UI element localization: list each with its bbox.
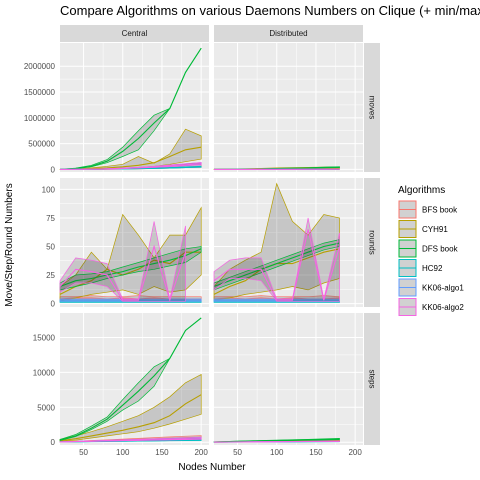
legend-item-kk06-algo2: KK06-algo2 — [398, 298, 464, 316]
legend-label-hc92: HC92 — [422, 264, 443, 273]
y-tick-label-steps: 15000 — [33, 333, 56, 342]
panel-distributed-rounds — [213, 178, 363, 307]
row-strip-label-steps: steps — [368, 369, 377, 388]
x-tick-label: 50 — [233, 448, 242, 457]
panel-background — [214, 43, 363, 172]
chart-panels: moves0500000100000015000002000000Central… — [24, 25, 380, 457]
panel-central-steps — [59, 313, 209, 445]
panel-central-rounds — [59, 178, 209, 307]
x-axis-title: Nodes Number — [178, 462, 246, 473]
legend-title: Algorithms — [398, 185, 445, 196]
series-line-kk06-algo2 — [213, 229, 341, 301]
panel-distributed-steps — [213, 313, 363, 445]
y-tick-label-moves: 0 — [51, 165, 56, 174]
legend-item-hc92: HC92 — [398, 259, 443, 277]
y-axis-title: Move/Step/Round Numbers — [4, 183, 15, 306]
y-tick-label-steps: 0 — [51, 438, 56, 447]
series-line-dfs-book — [59, 317, 202, 441]
band-dfs-book — [59, 246, 202, 291]
panel-background — [60, 178, 209, 307]
legend-item-bfs-book: BFS book — [398, 200, 458, 219]
series-line-dfs-book — [59, 248, 202, 288]
row-strip-label-moves: moves — [368, 96, 377, 120]
series-line-kk06-algo2 — [59, 438, 202, 443]
y-tick-label-rounds: 25 — [46, 271, 55, 280]
series-line-dfs-book — [59, 47, 202, 170]
y-tick-label-moves: 500000 — [28, 140, 55, 149]
band-cyh91 — [59, 373, 202, 442]
row-strip-label-rounds: rounds — [368, 230, 377, 254]
legend-item-kk06-algo1: KK06-algo1 — [398, 278, 464, 297]
x-tick-label: 100 — [116, 448, 130, 457]
series-line-kk06-algo2 — [59, 244, 187, 303]
legend: Algorithms BFS book CYH91 DFS book HC92 KK06… — [398, 185, 464, 316]
chart-title: Compare Algorithms on various Daemons Nu… — [60, 3, 480, 18]
x-tick-label: 50 — [79, 448, 88, 457]
series-line-kk06-algo2 — [213, 440, 340, 443]
y-tick-label-rounds: 100 — [42, 185, 56, 194]
legend-label-dfs-book: DFS book — [422, 245, 459, 254]
series-line-cyh91 — [59, 394, 202, 442]
column-strip-label-central: Central — [122, 29, 148, 38]
y-tick-label-steps: 5000 — [37, 403, 55, 412]
column-strip-central — [60, 25, 209, 42]
y-tick-label-rounds: 75 — [46, 214, 55, 223]
legend-item-cyh91: CYH91 — [398, 220, 448, 238]
panel-central-moves — [59, 43, 209, 172]
y-tick-label-moves: 1500000 — [24, 88, 56, 97]
y-tick-label-moves: 1000000 — [24, 114, 56, 123]
legend-label-kk06-algo1: KK06-algo1 — [422, 284, 464, 293]
panel-background — [214, 178, 363, 307]
y-tick-label-steps: 10000 — [33, 368, 56, 377]
panel-distributed-moves — [213, 43, 363, 172]
column-strip-distributed — [214, 25, 363, 42]
series-line-kk06-algo2 — [59, 163, 202, 170]
series-line-dfs-book — [213, 438, 340, 443]
x-tick-label: 200 — [348, 448, 362, 457]
legend-label-bfs-book: BFS book — [422, 206, 458, 215]
y-tick-label-rounds: 50 — [46, 242, 55, 251]
legend-label-kk06-algo2: KK06-algo2 — [422, 303, 464, 312]
row-strip-moves — [364, 43, 380, 172]
y-tick-label-moves: 2000000 — [24, 62, 56, 71]
x-tick-label: 200 — [194, 448, 208, 457]
x-tick-label: 100 — [270, 448, 284, 457]
row-strip-rounds — [364, 178, 380, 307]
panel-background — [60, 313, 209, 445]
legend-item-dfs-book: DFS book — [398, 239, 459, 258]
y-tick-label-rounds: 0 — [51, 300, 56, 309]
column-strip-label-distributed: Distributed — [269, 29, 307, 38]
x-tick-label: 150 — [309, 448, 323, 457]
legend-label-cyh91: CYH91 — [422, 225, 448, 234]
panel-background — [214, 313, 363, 445]
row-strip-steps — [364, 313, 380, 445]
band-kk06-algo2 — [59, 221, 186, 302]
x-tick-label: 150 — [155, 448, 169, 457]
band-kk06-algo2 — [213, 217, 340, 302]
